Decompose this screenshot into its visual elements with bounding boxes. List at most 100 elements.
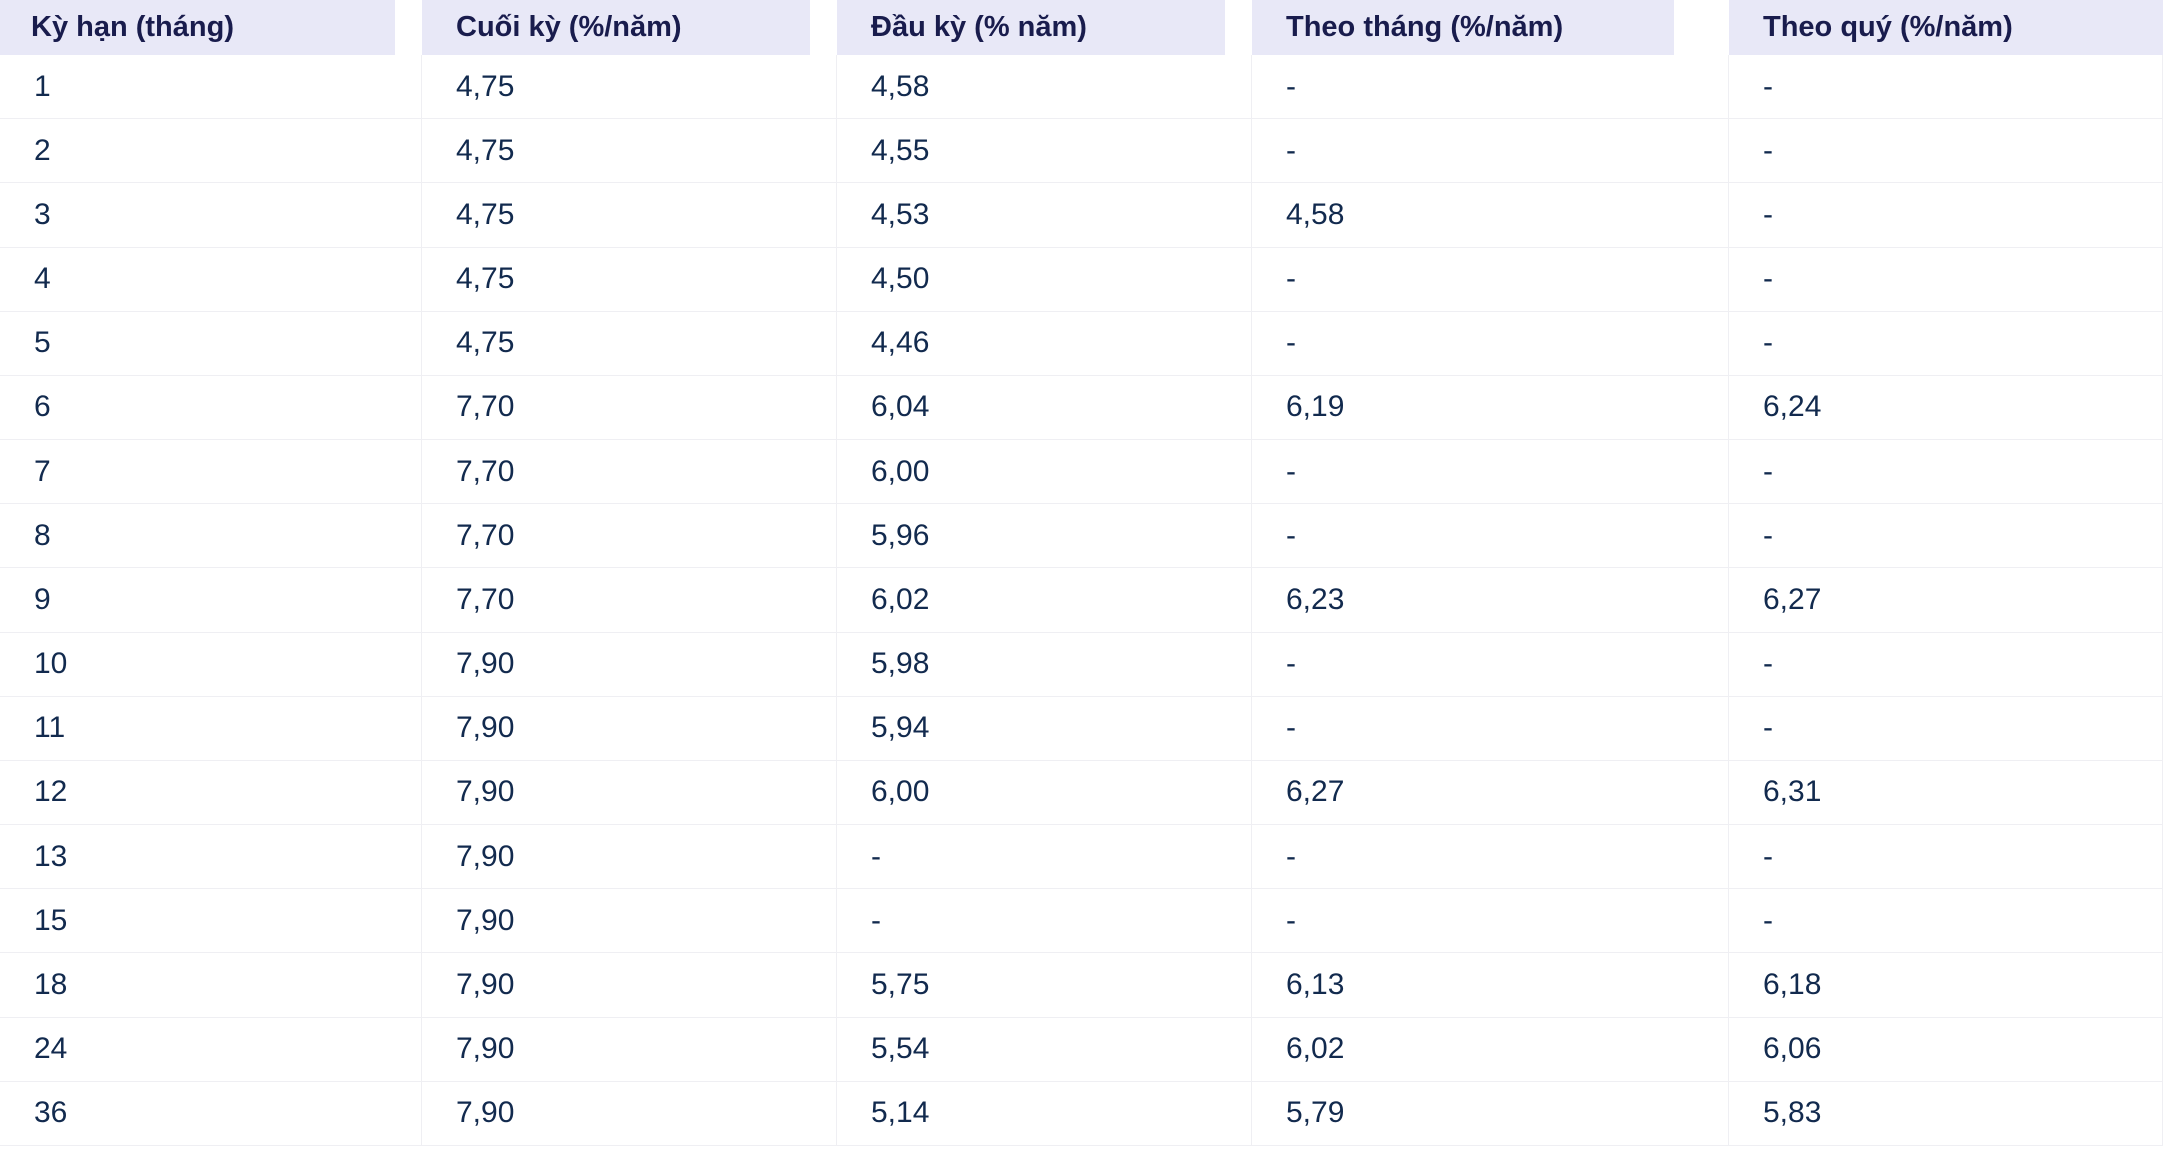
table-row: 13 7,90- - - bbox=[0, 825, 2168, 890]
term-cell: 1 bbox=[0, 55, 422, 119]
rate-cell: 6,02 bbox=[1252, 1017, 1729, 1081]
table-row: 5 4,75 4,46- - bbox=[0, 311, 2168, 376]
rate-cell: - bbox=[1252, 632, 1729, 696]
rate-cell: 7,90 bbox=[422, 953, 837, 1017]
rate-cell: - bbox=[1252, 504, 1729, 568]
rate-cell: 5,98 bbox=[837, 632, 1252, 696]
rate-cell: 7,70 bbox=[422, 375, 837, 440]
rate-cell: 6,31 bbox=[1729, 760, 2163, 825]
rate-cell: - bbox=[1729, 440, 2163, 504]
table-row: 7 7,70 6,00- - bbox=[0, 440, 2168, 505]
rate-cell: - bbox=[1729, 889, 2163, 953]
rate-cell: 6,02 bbox=[837, 568, 1252, 632]
rate-cell: 4,75 bbox=[422, 55, 837, 119]
term-cell: 15 bbox=[0, 889, 422, 953]
rate-cell: 6,27 bbox=[1252, 760, 1729, 825]
column-header-quarterly: Theo quý (%/năm) bbox=[1729, 0, 2163, 55]
rate-cell: 7,90 bbox=[422, 696, 837, 760]
rate-cell: 6,27 bbox=[1729, 568, 2163, 632]
rate-cell: 5,79 bbox=[1252, 1081, 1729, 1145]
rate-cell: 5,54 bbox=[837, 1017, 1252, 1081]
rate-cell: - bbox=[1252, 440, 1729, 504]
rate-cell: 6,18 bbox=[1729, 953, 2163, 1017]
rate-cell: 7,90 bbox=[422, 632, 837, 696]
term-cell: 5 bbox=[0, 311, 422, 375]
rate-cell: 4,58 bbox=[1252, 183, 1729, 247]
rate-cell: 4,46 bbox=[837, 311, 1252, 375]
rate-cell: 6,00 bbox=[837, 760, 1252, 825]
rate-cell: 7,90 bbox=[422, 1081, 837, 1145]
rate-cell: 5,75 bbox=[837, 953, 1252, 1017]
table-row: 24 7,90 5,54 6,02 6,06 bbox=[0, 1017, 2168, 1082]
rate-cell: - bbox=[1729, 311, 2163, 375]
cropped-bottom-sliver bbox=[0, 1145, 2168, 1152]
rate-cell: 6,04 bbox=[837, 375, 1252, 440]
column-header-end-of-term: Cuối kỳ (%/năm) bbox=[422, 0, 810, 55]
table-body: 1 4,75 4,58- -2 4,75 4,55- -3 4,75 4,53 4,58-4 4,7… bbox=[0, 55, 2168, 1146]
rate-cell: - bbox=[1729, 632, 2163, 696]
rate-cell: 7,70 bbox=[422, 568, 837, 632]
rate-cell: 7,90 bbox=[422, 760, 837, 825]
rate-cell: - bbox=[1252, 119, 1729, 183]
table-row: 2 4,75 4,55- - bbox=[0, 119, 2168, 184]
column-header-beginning: Đầu kỳ (% năm) bbox=[837, 0, 1225, 55]
term-cell: 4 bbox=[0, 247, 422, 311]
rate-cell: - bbox=[1252, 889, 1729, 953]
rate-cell: 6,24 bbox=[1729, 375, 2163, 440]
table-row: 9 7,70 6,02 6,23 6,27 bbox=[0, 568, 2168, 633]
rate-cell: - bbox=[1729, 55, 2163, 119]
rate-cell: - bbox=[1252, 311, 1729, 375]
table-row: 6 7,70 6,04 6,19 6,24 bbox=[0, 375, 2168, 441]
rate-cell: 4,58 bbox=[837, 55, 1252, 119]
rate-cell: 6,00 bbox=[837, 440, 1252, 504]
rate-cell: 4,75 bbox=[422, 183, 837, 247]
rate-cell: - bbox=[1729, 247, 2163, 311]
table-row: 12 7,90 6,00 6,27 6,31 bbox=[0, 760, 2168, 826]
rate-cell: 7,90 bbox=[422, 825, 837, 889]
rate-cell: 4,75 bbox=[422, 247, 837, 311]
rate-cell: 7,90 bbox=[422, 889, 837, 953]
column-header-term: Kỳ hạn (tháng) bbox=[0, 0, 395, 55]
term-cell: 3 bbox=[0, 183, 422, 247]
rate-cell: - bbox=[1729, 119, 2163, 183]
term-cell: 24 bbox=[0, 1017, 422, 1081]
table-row: 15 7,90- - - bbox=[0, 889, 2168, 954]
rate-cell: 5,14 bbox=[837, 1081, 1252, 1145]
term-cell: 6 bbox=[0, 375, 422, 440]
rate-cell: - bbox=[1729, 825, 2163, 889]
table-row: 3 4,75 4,53 4,58- bbox=[0, 183, 2168, 248]
table-header-row: Kỳ hạn (tháng) Cuối kỳ (%/năm) Đầu kỳ (%… bbox=[0, 0, 2168, 55]
rate-cell: 5,83 bbox=[1729, 1081, 2163, 1145]
rate-cell: - bbox=[837, 889, 1252, 953]
term-cell: 8 bbox=[0, 504, 422, 568]
table-row: 11 7,90 5,94- - bbox=[0, 696, 2168, 761]
rate-cell: 7,70 bbox=[422, 504, 837, 568]
rate-cell: 5,96 bbox=[837, 504, 1252, 568]
rate-cell: - bbox=[1729, 696, 2163, 760]
rate-cell: - bbox=[1252, 247, 1729, 311]
rate-cell: 4,50 bbox=[837, 247, 1252, 311]
rate-cell: 6,06 bbox=[1729, 1017, 2163, 1081]
term-cell: 13 bbox=[0, 825, 422, 889]
cropped-right-edge bbox=[2163, 0, 2168, 1152]
term-cell: 11 bbox=[0, 696, 422, 760]
rate-cell: - bbox=[1252, 825, 1729, 889]
term-cell: 36 bbox=[0, 1081, 422, 1145]
table-row: 8 7,70 5,96- - bbox=[0, 504, 2168, 569]
rate-cell: 4,75 bbox=[422, 119, 837, 183]
term-cell: 2 bbox=[0, 119, 422, 183]
rate-cell: 7,70 bbox=[422, 440, 837, 504]
term-cell: 9 bbox=[0, 568, 422, 632]
rate-cell: - bbox=[837, 825, 1252, 889]
table-row: 4 4,75 4,50- - bbox=[0, 247, 2168, 312]
rate-cell: 4,75 bbox=[422, 311, 837, 375]
term-cell: 18 bbox=[0, 953, 422, 1017]
rate-cell: - bbox=[1729, 183, 2163, 247]
rate-cell: - bbox=[1252, 55, 1729, 119]
table-row: 1 4,75 4,58- - bbox=[0, 55, 2168, 120]
table-row: 18 7,90 5,75 6,13 6,18 bbox=[0, 953, 2168, 1018]
table-row: 10 7,90 5,98- - bbox=[0, 632, 2168, 697]
term-cell: 12 bbox=[0, 760, 422, 825]
term-cell: 10 bbox=[0, 632, 422, 696]
